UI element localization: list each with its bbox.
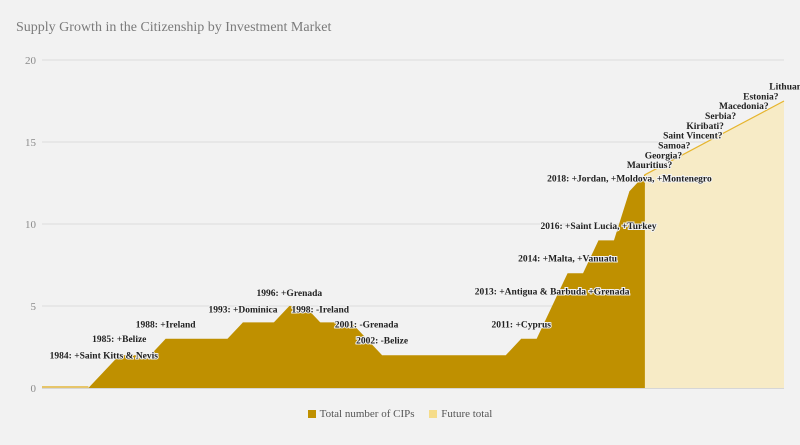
y-tick-label: 20 (25, 55, 37, 67)
annotation-label: 1993: +Dominica (208, 306, 277, 316)
chart-title: Supply Growth in the Citizenship by Inve… (16, 20, 332, 35)
annotation-label: Macedonia? (719, 102, 769, 112)
total-area (42, 174, 645, 388)
annotation-label: Kiribati? (686, 122, 724, 132)
y-tick-label: 15 (25, 137, 37, 149)
legend-item-future[interactable]: Future total (429, 408, 492, 420)
future-area (629, 101, 784, 388)
legend-label: Total number of CIPs (319, 408, 415, 420)
annotation-label: 2014: +Malta, +Vanuatu (518, 255, 618, 265)
annotation-label: Saint Vincent? (663, 132, 723, 142)
legend-swatch (429, 410, 438, 418)
annotation-label: 2016: +Saint Lucia, +Turkey (540, 222, 656, 232)
legend-label: Future total (441, 408, 493, 420)
y-tick-label: 10 (25, 219, 37, 231)
annotation-label: 1984: +Saint Kitts & Nevis (50, 351, 159, 361)
annotation-label: 1988: +Ireland (136, 320, 197, 330)
y-tick-label: 0 (31, 383, 37, 395)
legend: Total number of CIPs Future total (0, 408, 800, 421)
annotation-label: 2013: +Antigua & Barbuda +Grenada (475, 288, 630, 298)
legend-swatch (307, 410, 316, 418)
annotation-label: Georgia? (645, 151, 683, 161)
annotation-label: Lithuania? (769, 83, 800, 93)
annotation-label: 1985: +Belize (92, 335, 146, 345)
annotation-label: Mauritius? (627, 161, 673, 171)
annotation-label: 2002: -Belize (356, 337, 408, 347)
annotation-label: 2011: +Cyprus (491, 320, 551, 330)
annotation-label: Samoa? (658, 142, 690, 152)
annotation-label: 1998: -Ireland (291, 306, 349, 316)
annotation-label: 2018: +Jordan, +Moldova, +Montenegro (547, 174, 712, 184)
legend-item-total[interactable]: Total number of CIPs (307, 408, 415, 420)
annotation-label: Estonia? (743, 92, 779, 102)
annotation-label: 1996: +Grenada (256, 289, 322, 299)
annotation-label: Serbia? (705, 112, 736, 122)
y-tick-label: 5 (31, 301, 37, 313)
annotation-label: 2001: -Grenada (335, 320, 399, 330)
